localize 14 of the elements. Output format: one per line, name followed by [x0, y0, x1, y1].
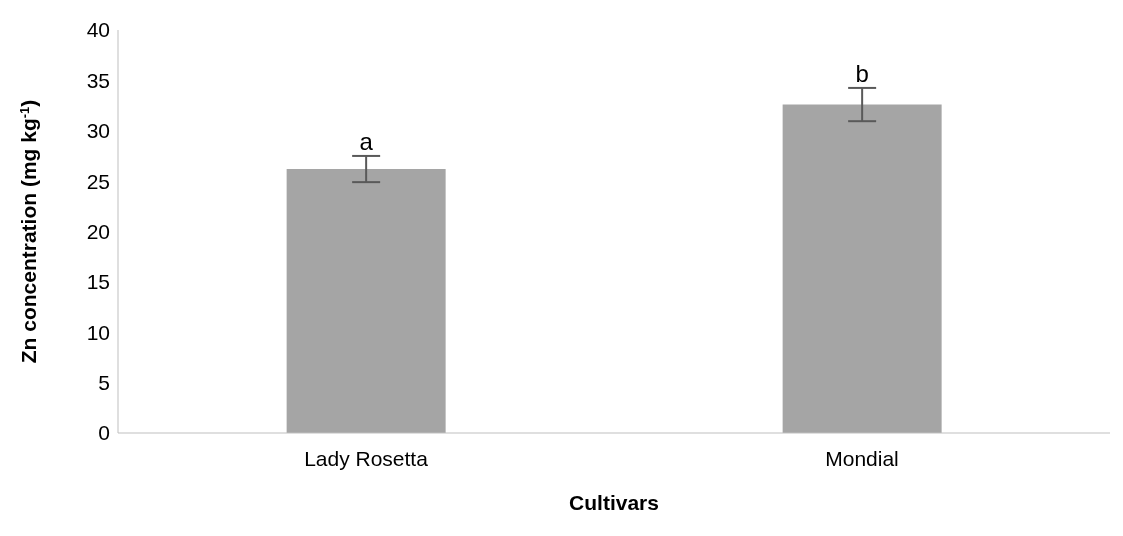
y-tick-label: 30 — [86, 119, 110, 143]
annotation: a — [359, 127, 374, 155]
annotation: b — [855, 59, 869, 87]
y-tick-label: 5 — [98, 371, 110, 395]
y-tick-label: 15 — [86, 270, 110, 294]
y-tick-label: 40 — [86, 18, 110, 42]
x-axis-title: Cultivars — [569, 491, 659, 514]
y-tick-label: 25 — [86, 169, 110, 193]
x-tick-label: Mondial — [825, 446, 899, 470]
y-tick-label: 0 — [98, 421, 110, 445]
x-tick-label: Lady Rosetta — [304, 446, 429, 470]
y-tick-label: 20 — [86, 219, 110, 243]
y-tick-label: 35 — [86, 68, 110, 92]
y-tick-label: 10 — [86, 320, 110, 344]
